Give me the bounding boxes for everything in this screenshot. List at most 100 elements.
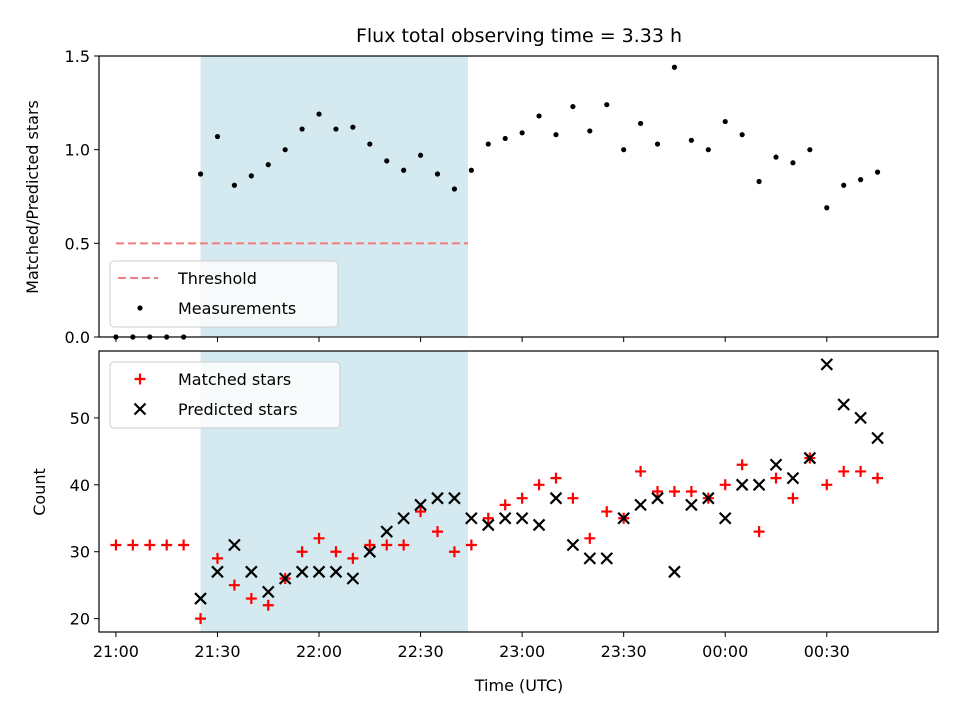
data-point [736, 459, 748, 471]
data-point [296, 546, 308, 558]
data-point [837, 398, 850, 411]
data-point [769, 458, 783, 472]
data-point [621, 147, 627, 153]
data-point [261, 585, 275, 599]
legend-marker-swatch [137, 305, 143, 311]
count-panel: 20 30 40 50 21:00 21:30 22:00 22:30 23:00 23:30 00… [70, 350, 939, 661]
data-point [773, 154, 779, 160]
legend-entry-label: Measurements [178, 299, 296, 318]
data-point [567, 492, 579, 504]
data-point [824, 205, 830, 211]
data-point [685, 486, 697, 497]
data-point [498, 511, 512, 525]
y-tick-label: 40 [70, 476, 90, 495]
legend-box [109, 361, 341, 429]
data-point [519, 130, 525, 136]
data-point [401, 167, 407, 173]
y-tick-label: 0.5 [65, 234, 90, 253]
data-point [333, 126, 339, 132]
data-point [752, 478, 766, 492]
data-point [417, 152, 424, 158]
data-point [671, 64, 678, 70]
data-point [465, 511, 478, 525]
data-point [127, 539, 139, 551]
data-point [295, 565, 309, 579]
x-tick-label: 23:30 [601, 642, 647, 661]
ratio-y-axis-label: Matched/Predicted stars [23, 100, 42, 294]
data-point [415, 506, 427, 518]
data-point [533, 479, 545, 491]
data-point [854, 411, 867, 425]
data-point [364, 539, 376, 551]
data-point [786, 471, 800, 485]
data-point [516, 492, 528, 504]
x-tick-label: 00:30 [804, 642, 850, 661]
data-point [381, 539, 393, 551]
data-point [841, 182, 847, 188]
data-point [722, 118, 728, 125]
data-point [414, 498, 427, 512]
data-point [820, 358, 834, 371]
data-point [228, 538, 241, 552]
data-point [584, 532, 596, 544]
legend-entry-label: Threshold [177, 269, 257, 288]
data-point [178, 539, 190, 551]
x-tick-label: 22:30 [398, 642, 444, 661]
data-point [397, 511, 410, 525]
data-point [770, 472, 782, 484]
data-point [634, 498, 647, 512]
series-predicted-stars [194, 358, 884, 605]
x-tick-label: 00:00 [702, 642, 748, 661]
data-point [485, 141, 491, 147]
chart-title: Flux total observing time = 3.33 h [356, 25, 682, 47]
data-point [367, 141, 373, 147]
data-point [550, 472, 562, 484]
data-point [502, 135, 508, 142]
y-tick-label: 0.0 [65, 328, 90, 347]
ratio-panel: 0.0 0.5 1.0 1.5 Threshold Measurements [65, 47, 939, 347]
data-point [735, 478, 749, 492]
data-point [346, 572, 360, 585]
data-point [211, 565, 224, 579]
data-point [431, 491, 444, 505]
data-point [329, 565, 343, 579]
x-axis-label: Time (UTC) [474, 676, 563, 695]
data-point [432, 526, 443, 538]
data-point [587, 128, 593, 134]
data-point [144, 539, 156, 551]
x-tick-label: 23:00 [499, 642, 545, 661]
data-point [688, 137, 694, 143]
data-point [702, 491, 715, 505]
data-point [718, 511, 732, 525]
data-point [313, 532, 325, 544]
data-point [566, 538, 580, 552]
data-point [197, 171, 204, 177]
count-y-axis-label: Count [30, 468, 49, 516]
y-tick-label: 1.5 [65, 47, 90, 66]
axes-frame [98, 55, 939, 338]
data-point [549, 491, 563, 505]
data-point [570, 103, 576, 110]
data-point [245, 593, 257, 605]
data-point [350, 124, 356, 130]
series-matched-stars [110, 452, 884, 625]
data-point [787, 492, 799, 504]
data-point [347, 552, 359, 564]
data-point [858, 177, 864, 183]
data-point [231, 182, 237, 188]
data-point [638, 120, 644, 127]
data-point [468, 167, 474, 173]
data-point [654, 141, 661, 147]
data-point [451, 186, 458, 192]
data-point [739, 132, 745, 138]
data-point [482, 512, 494, 524]
data-point [248, 173, 254, 179]
data-point [214, 133, 221, 140]
data-point [635, 465, 647, 477]
data-point [448, 546, 460, 558]
data-point [838, 465, 850, 477]
y-tick-label: 50 [70, 409, 90, 428]
x-tick-label: 22:00 [296, 642, 342, 661]
y-tick-label: 20 [70, 610, 90, 629]
